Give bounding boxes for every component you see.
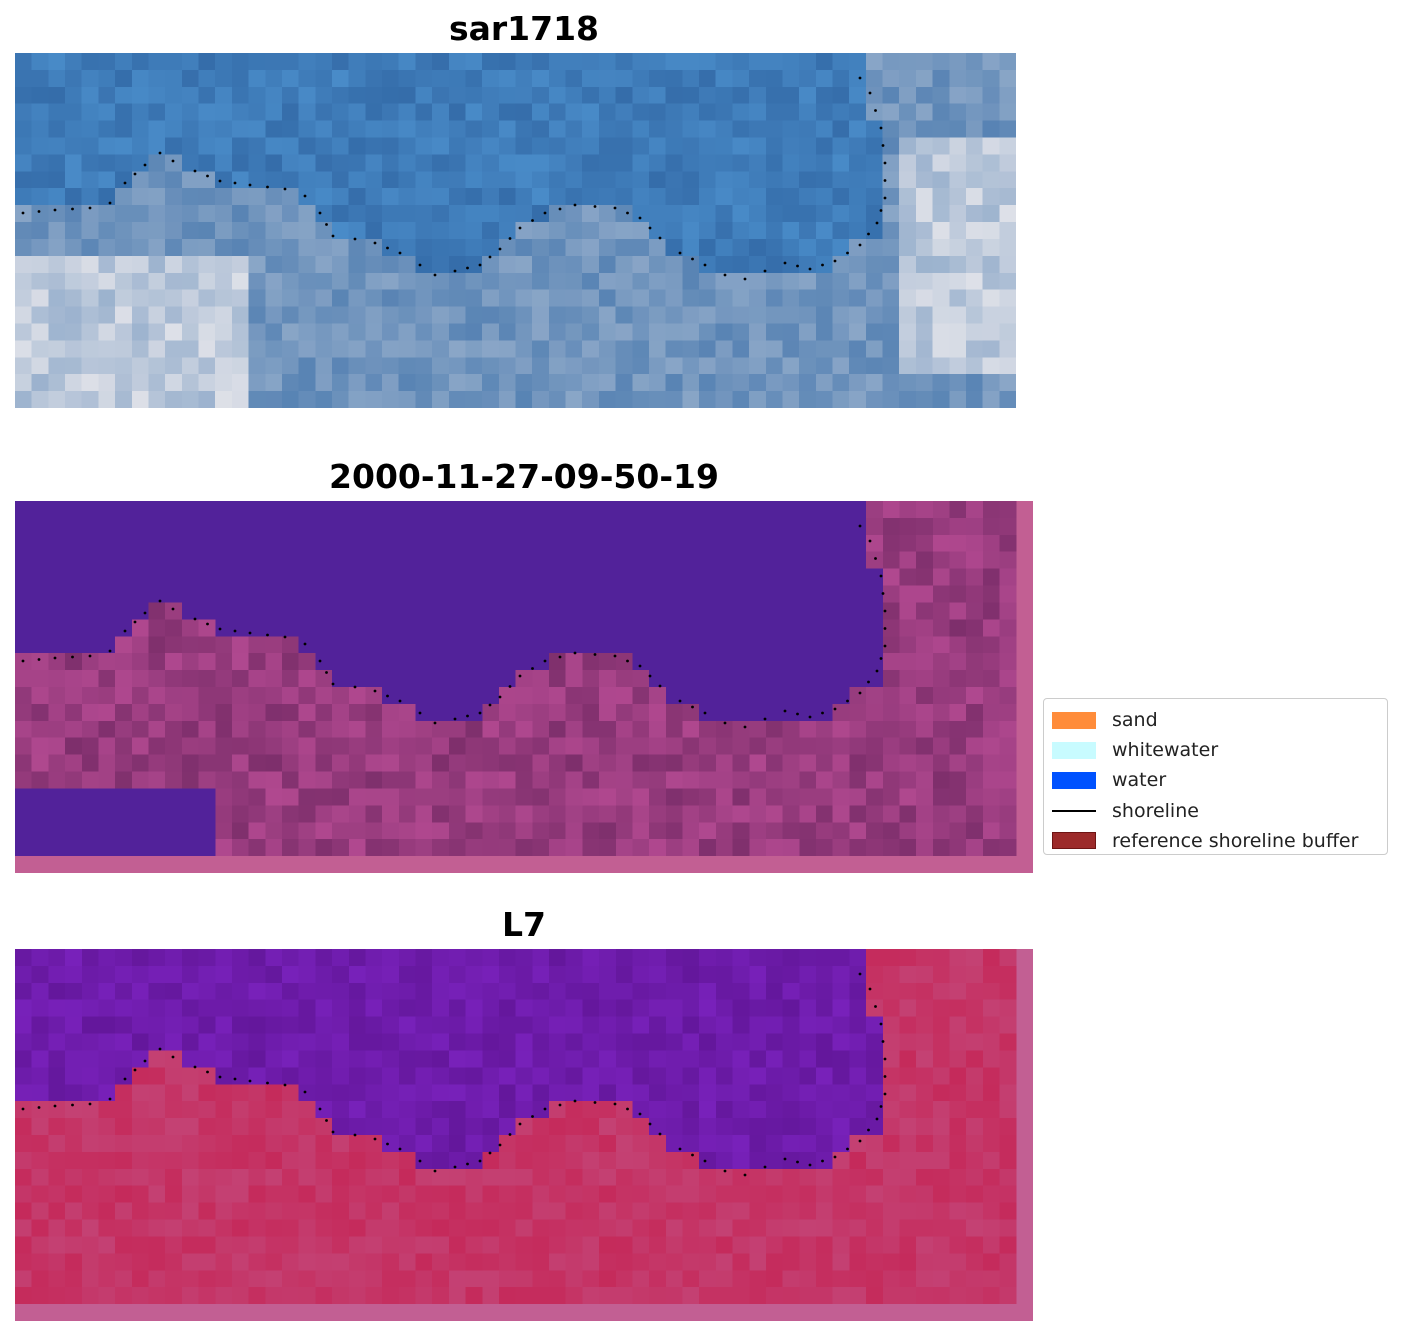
whitewater-swatch (1052, 741, 1096, 759)
shoreline-line-icon (1052, 802, 1096, 819)
legend-label-water: water (1112, 769, 1167, 792)
buffer-swatch (1052, 832, 1096, 850)
legend-item-shoreline: shoreline (1052, 796, 1379, 826)
legend-item-whitewater: whitewater (1052, 735, 1379, 765)
legend-item-sand: sand (1052, 705, 1379, 735)
classified-image-panel (15, 501, 1033, 873)
legend: sand whitewater water shoreline referenc… (1043, 698, 1388, 855)
legend-label-whitewater: whitewater (1112, 739, 1219, 762)
legend-label-buffer: reference shoreline buffer (1112, 829, 1359, 852)
legend-label-shoreline: shoreline (1112, 799, 1199, 822)
index-image-panel (15, 949, 1033, 1321)
legend-item-water: water (1052, 765, 1379, 795)
legend-label-sand: sand (1112, 709, 1158, 732)
panel-title-1: sar1718 (448, 9, 600, 48)
panel-title-2: 2000-11-27-09-50-19 (329, 457, 719, 496)
rgb-image-panel (15, 53, 1016, 408)
panel-title-3: L7 (502, 905, 546, 944)
water-swatch (1052, 771, 1096, 789)
legend-item-buffer: reference shoreline buffer (1052, 826, 1379, 856)
sand-swatch (1052, 711, 1096, 729)
